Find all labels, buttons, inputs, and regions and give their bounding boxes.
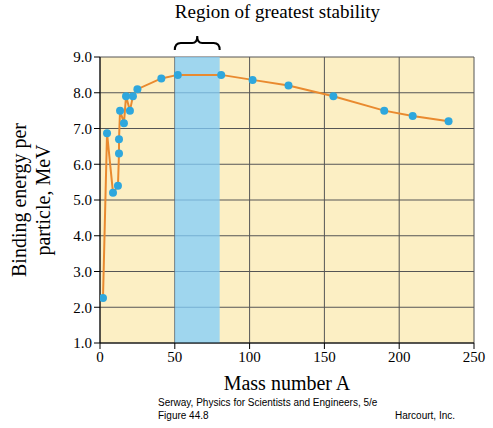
- svg-text:5.0: 5.0: [73, 192, 92, 208]
- svg-text:8.0: 8.0: [73, 85, 92, 101]
- svg-text:Binding energy per: Binding energy per: [8, 123, 31, 277]
- svg-text:9.0: 9.0: [73, 49, 92, 65]
- svg-text:Harcourt, Inc.: Harcourt, Inc.: [395, 410, 455, 421]
- svg-text:Region of greatest stability: Region of greatest stability: [175, 1, 381, 22]
- svg-text:150: 150: [313, 349, 336, 365]
- svg-text:100: 100: [238, 349, 261, 365]
- svg-text:Mass number A: Mass number A: [224, 372, 351, 394]
- svg-text:3.0: 3.0: [73, 264, 92, 280]
- svg-text:200: 200: [388, 349, 411, 365]
- svg-text:250: 250: [463, 349, 485, 365]
- svg-text:0: 0: [96, 349, 104, 365]
- svg-text:1.0: 1.0: [73, 335, 92, 351]
- svg-text:7.0: 7.0: [73, 121, 92, 137]
- svg-text:Figure 44.8: Figure 44.8: [158, 410, 209, 421]
- svg-text:Serway, Physics for Scientists: Serway, Physics for Scientists and Engin…: [158, 397, 378, 408]
- svg-text:particle, MeV: particle, MeV: [32, 144, 55, 256]
- svg-text:2.0: 2.0: [73, 300, 92, 316]
- svg-text:4.0: 4.0: [73, 228, 92, 244]
- svg-text:50: 50: [167, 349, 182, 365]
- svg-text:6.0: 6.0: [73, 157, 92, 173]
